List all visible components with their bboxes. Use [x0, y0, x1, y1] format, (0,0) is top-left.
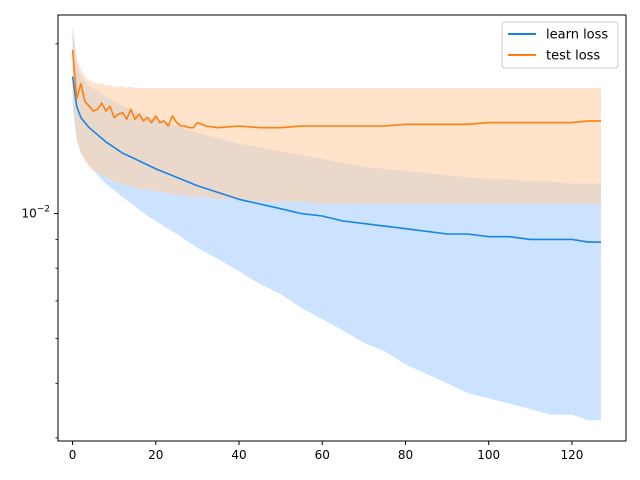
confidence-bands: [72, 26, 602, 421]
x-tick-label: 60: [315, 448, 330, 462]
x-tick-label: 40: [231, 448, 246, 462]
legend-label-test-loss: test loss: [546, 49, 600, 64]
legend-label-learn-loss: learn loss: [546, 28, 608, 43]
x-tick-label: 120: [560, 448, 583, 462]
x-tick-label: 100: [477, 448, 500, 462]
x-axis-ticks: 0 20 40 60 80 100 120: [69, 441, 583, 462]
legend: learn loss test loss: [501, 21, 619, 69]
x-tick-label: 80: [398, 448, 413, 462]
y-axis-ticks: 10−2: [21, 43, 58, 439]
learn-loss-line: [71, 76, 601, 243]
test-loss-line: [71, 49, 601, 129]
axes-frame: [57, 14, 627, 442]
series-lines: [71, 49, 601, 243]
learn-loss-band: [72, 26, 602, 421]
x-tick-label: 0: [69, 448, 77, 462]
x-tick-label: 20: [148, 448, 163, 462]
y-tick-label: 10−2: [21, 205, 50, 221]
test-loss-band: [72, 26, 602, 204]
